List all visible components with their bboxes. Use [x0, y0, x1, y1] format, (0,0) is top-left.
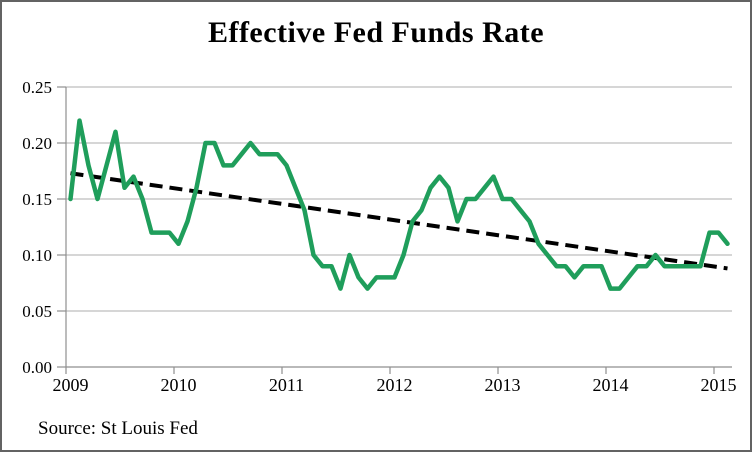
chart-title: Effective Fed Funds Rate	[207, 16, 545, 49]
y-tick-label: 0.05	[22, 302, 52, 321]
x-tick-label: 2010	[161, 375, 197, 395]
x-tick-label: 2011	[269, 375, 304, 395]
x-tick-label: 2014	[593, 375, 629, 395]
y-tick-label: 0.15	[22, 190, 52, 209]
x-tick-label: 2009	[53, 375, 89, 395]
trend-line	[70, 171, 728, 271]
fed-funds-line	[68, 118, 730, 291]
source-note: Source: St Louis Fed	[38, 418, 198, 439]
y-tick-label: 0.10	[22, 246, 52, 265]
y-tick-label: 0.25	[22, 78, 52, 97]
x-tick-label: 2013	[485, 375, 521, 395]
x-tick-label: 2015	[701, 375, 737, 395]
y-tick-label: 0.00	[22, 358, 52, 377]
y-tick-label: 0.20	[22, 134, 52, 153]
x-tick-label: 2012	[377, 375, 413, 395]
